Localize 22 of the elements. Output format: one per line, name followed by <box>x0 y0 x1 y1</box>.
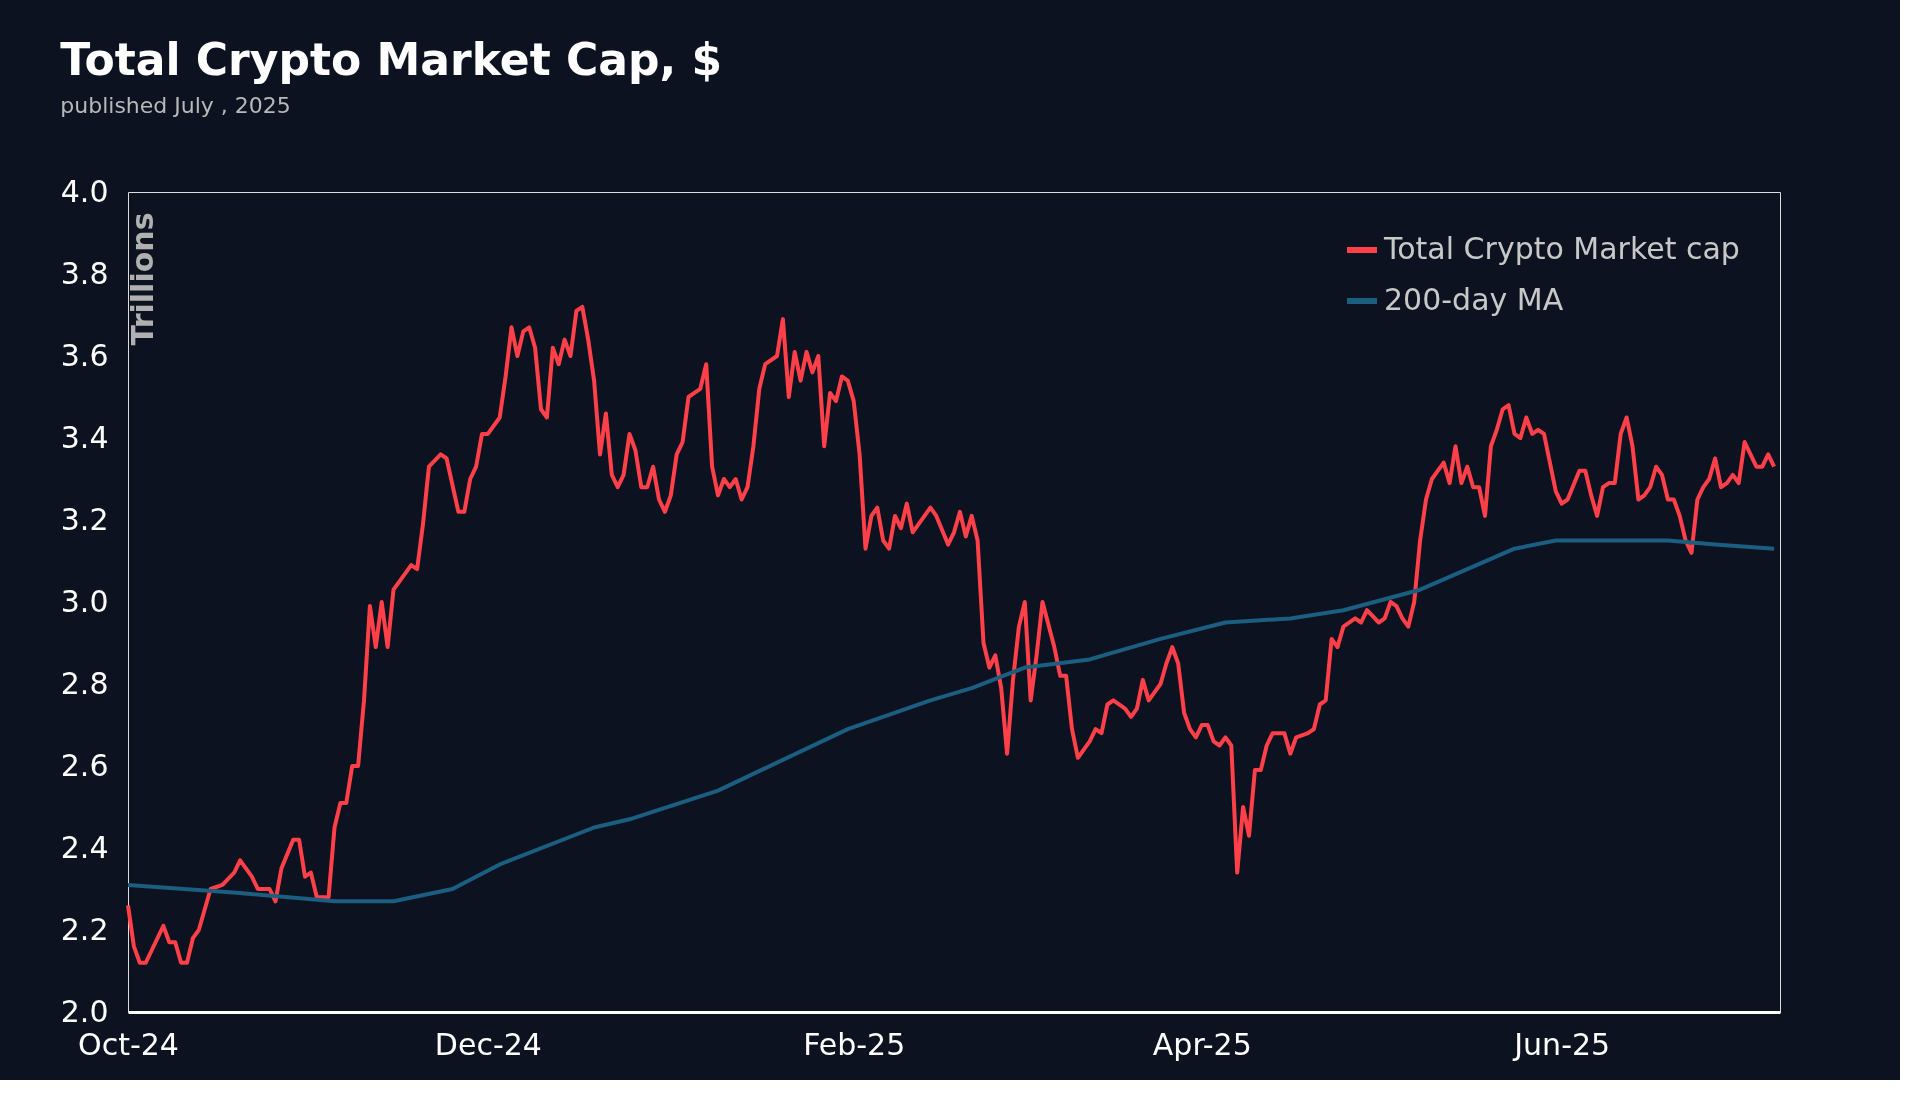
y-tick-label: 2.4 <box>60 829 109 865</box>
chart-subtitle: published July , 2025 <box>60 93 291 118</box>
chart-title: Total Crypto Market Cap, $ <box>60 34 723 85</box>
y-tick-label: 3.2 <box>60 501 109 537</box>
y-tick-label: 3.6 <box>60 337 109 373</box>
y-tick-label: 2.6 <box>60 747 109 783</box>
x-tick-label: Oct-24 <box>78 1026 179 1062</box>
legend-label: 200-day MA <box>1384 282 1564 317</box>
line-series <box>126 538 1777 904</box>
y-tick-label: 3.4 <box>60 419 109 455</box>
y-tick-label: 2.8 <box>60 665 109 701</box>
y-tick-label: 3.8 <box>60 255 109 291</box>
y-tick-label: 3.0 <box>60 583 109 619</box>
x-tick-label: Feb-25 <box>803 1026 906 1062</box>
legend-label: Total Crypto Market cap <box>1383 231 1740 266</box>
x-tick-label: Apr-25 <box>1152 1026 1252 1062</box>
y-tick-label: 2.0 <box>60 993 109 1029</box>
y-tick-label: 4.0 <box>60 173 109 209</box>
y-tick-label: 2.2 <box>60 911 109 947</box>
y-axis-title: Trillions <box>124 212 160 346</box>
x-tick-label: Dec-24 <box>434 1026 542 1062</box>
x-tick-label: Jun-25 <box>1512 1026 1611 1062</box>
